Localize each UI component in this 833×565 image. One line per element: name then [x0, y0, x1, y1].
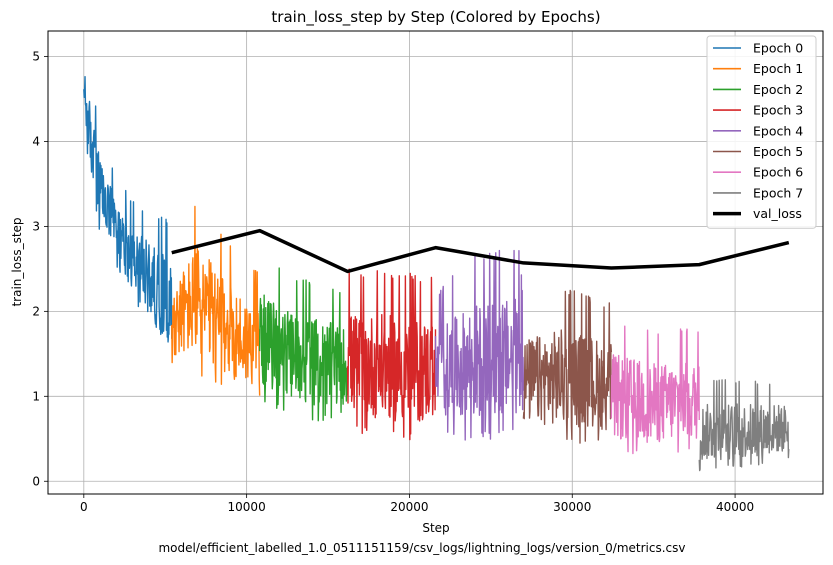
series-line-epoch-4 [434, 249, 525, 441]
y-tick-label: 0 [32, 474, 40, 488]
series-line-epoch-6 [610, 325, 700, 455]
chart-title: train_loss_step by Step (Colored by Epoc… [271, 8, 600, 27]
series-line-epoch-5 [522, 289, 613, 444]
series-line-epoch-3 [346, 268, 437, 441]
series-line-epoch-0 [83, 76, 173, 343]
series-line-epoch-7 [698, 379, 790, 472]
x-tick-label: 10000 [228, 500, 266, 514]
legend-label: Epoch 7 [753, 185, 803, 200]
legend-label: Epoch 3 [753, 103, 803, 118]
y-tick-label: 2 [32, 304, 40, 318]
legend-label: Epoch 2 [753, 82, 803, 97]
plot-background [48, 31, 823, 494]
x-tick-label: 20000 [390, 500, 428, 514]
legend-label: Epoch 4 [753, 123, 803, 138]
figure-caption: model/efficient_labelled_1.0_0511151159/… [158, 541, 685, 555]
y-axis-label: train_loss_step [10, 217, 24, 306]
legend-label: Epoch 5 [753, 144, 803, 159]
legend-label: val_loss [753, 206, 802, 221]
y-tick-label: 3 [32, 219, 40, 233]
legend: Epoch 0 Epoch 1 Epoch 2 Epoch 3 Epoch 4 Epoch… [706, 35, 817, 229]
y-tick-label: 1 [32, 389, 40, 403]
x-tick-label: 30000 [553, 500, 591, 514]
legend-label: Epoch 0 [753, 41, 803, 56]
y-tick-label: 4 [32, 134, 40, 148]
x-axis-label: Step [422, 521, 449, 535]
legend-label: Epoch 6 [753, 165, 803, 180]
y-tick-label: 5 [32, 49, 40, 63]
x-tick-label: 40000 [716, 500, 754, 514]
plot-area: 0 10000 20000 30000 40000 0 1 2 3 4 5 [32, 30, 824, 514]
legend-box [706, 35, 817, 229]
legend-label: Epoch 1 [753, 61, 803, 76]
series-layer [83, 76, 790, 472]
x-tick-label: 0 [80, 500, 88, 514]
plot-frame [47, 30, 824, 495]
series-line-epoch-1 [171, 205, 261, 396]
axis-ticks: 0 10000 20000 30000 40000 0 1 2 3 4 5 [32, 49, 754, 514]
series-line-val_loss [171, 228, 790, 274]
series-line-epoch-2 [258, 267, 349, 422]
